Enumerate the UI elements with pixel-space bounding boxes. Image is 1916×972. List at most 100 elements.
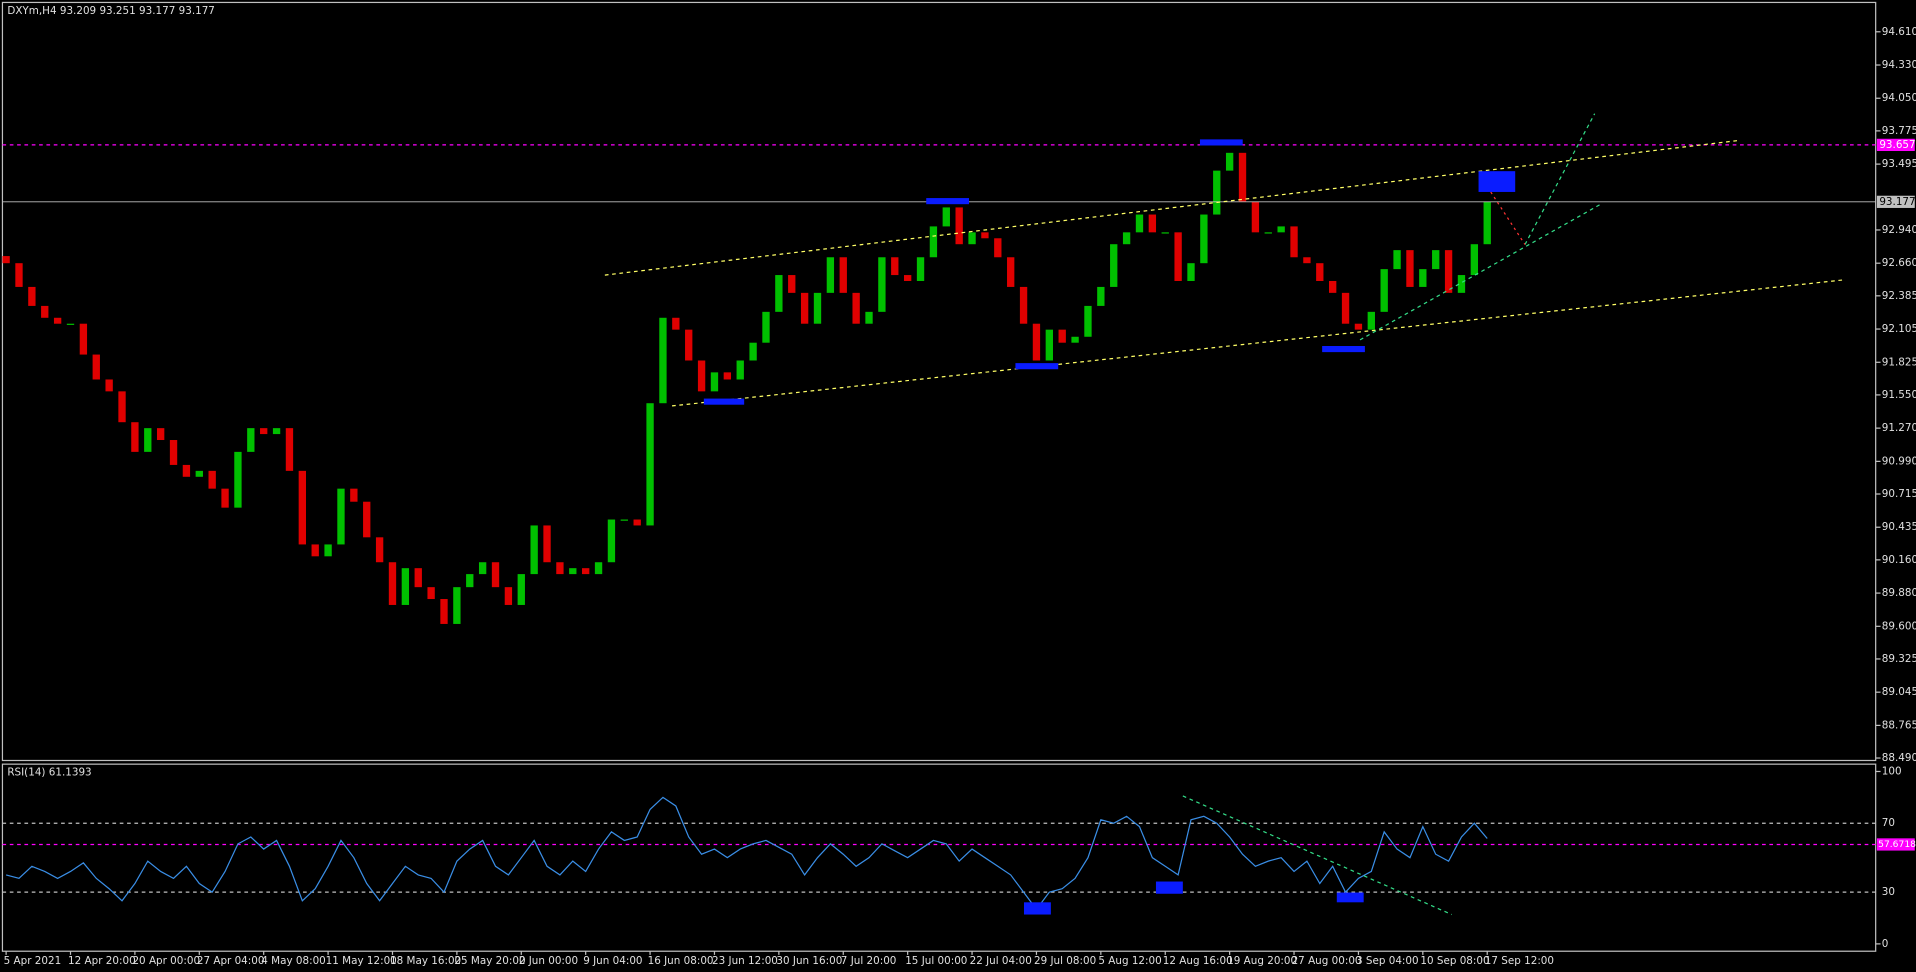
candle [697,360,706,392]
candle [1045,329,1053,361]
candle [79,323,88,355]
candle [736,360,744,380]
chart-title: DXYm,H4 93.209 93.251 93.177 93.177 [7,5,215,17]
candle [1303,257,1311,264]
level-label: 93.657 [1879,139,1915,151]
x-tick-label: 30 Jun 16:00 [776,955,842,967]
candle [92,354,100,380]
candle [375,537,384,563]
candle [1122,232,1131,245]
y-tick-label: 93.775 [1882,125,1916,137]
candle [1084,305,1092,337]
candle [543,525,551,563]
candle [118,391,126,423]
candle [762,311,770,343]
y-tick-label: 0 [1882,938,1889,950]
drawings [604,113,1843,916]
candle [852,292,860,324]
candle [813,292,822,324]
candle [594,562,603,575]
candle [427,587,435,600]
x-tick-label: 11 May 12:00 [326,955,397,967]
candle [710,372,719,392]
candle [1264,232,1272,234]
candle [800,292,809,324]
rsi-line [5,796,1488,911]
candle [260,428,268,435]
candle [865,311,873,324]
trend-green [1359,203,1602,341]
y-tick-label: 91.550 [1882,389,1916,401]
candle [182,464,191,477]
candle [1393,250,1401,270]
zone [1199,139,1243,146]
x-tick-label: 29 Jul 08:00 [1034,955,1096,967]
candle [556,562,564,575]
candle [968,232,976,245]
y-tick-label: 90.715 [1882,488,1916,500]
price-panel [1,1,1877,762]
candle [105,379,113,392]
y-tick-label: 91.270 [1882,422,1916,434]
x-tick-label: 17 Sep 12:00 [1485,955,1554,967]
y-tick-label: 89.600 [1882,620,1916,632]
candle [1457,275,1466,293]
candle [453,587,461,624]
y-tick-label: 70 [1882,817,1895,829]
candle [1174,232,1182,281]
candle [363,501,371,538]
candle [169,440,178,465]
candle [1277,226,1285,233]
candle [41,305,49,318]
y-tick-label: 92.105 [1882,323,1916,335]
y-tick-label: 88.765 [1882,719,1916,731]
x-tick-label: 9 Jun 04:00 [583,955,642,967]
candle [1110,244,1118,287]
candle [324,544,332,557]
candle [1354,323,1363,330]
candle [1444,250,1453,293]
zone [1336,892,1364,903]
x-tick-label: 12 Aug 16:00 [1163,955,1233,967]
candle [981,232,989,239]
candle [1419,269,1427,287]
trend-red [1490,191,1526,245]
y-tick-label: 92.940 [1882,224,1916,236]
zone [926,198,969,205]
candle [994,238,1002,258]
candle [569,568,577,575]
y-tick-label: 90.160 [1882,554,1916,566]
candle [942,207,950,227]
candle [311,544,319,557]
candle [1019,286,1028,324]
candle [131,422,139,452]
y-tick-label: 91.825 [1882,356,1916,368]
candle [28,286,36,306]
y-tick-label: 89.045 [1882,686,1916,698]
candle [272,428,281,435]
candle [672,317,680,330]
candle [2,256,10,264]
zone [1023,902,1051,915]
x-tick-label: 15 Jul 00:00 [905,955,967,967]
x-tick-label: 20 Apr 00:00 [132,955,200,967]
candle [1032,323,1041,361]
candle [491,562,500,588]
candle [144,428,152,452]
candle [1367,311,1375,330]
y-tick-label: 30 [1882,886,1895,898]
rsi-trend [1182,795,1452,916]
y-tick-label: 94.050 [1882,92,1916,104]
candle [156,428,165,441]
candle [903,275,912,281]
zone [1478,171,1516,192]
candle [1161,232,1169,234]
x-tick-label: 22 Jul 04:00 [970,955,1032,967]
candle [723,372,732,380]
candle [1200,214,1208,264]
candle [891,257,899,276]
candle [749,342,757,361]
candle [1483,201,1491,245]
y-tick-label: 90.435 [1882,521,1916,533]
